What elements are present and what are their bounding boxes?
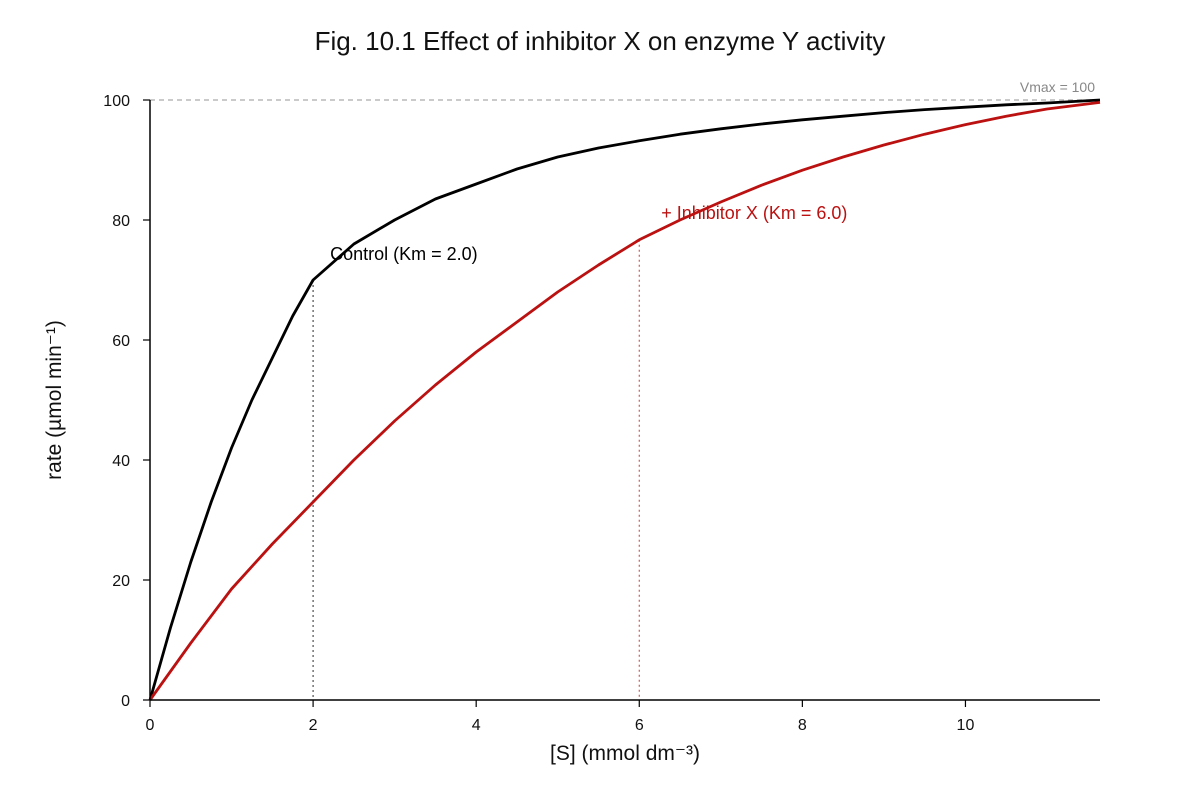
series-line [148,101,1101,701]
y-tick-label: 20 [112,573,130,590]
x-tick-label: 4 [472,717,481,734]
series-label: Control (Km = 2.0) [330,244,478,264]
y-tick-label: 80 [112,213,130,230]
series-label: + Inhibitor X (Km = 6.0) [661,203,847,223]
x-axis-label: [S] (mmol dm⁻³) [550,742,700,765]
y-tick-label: 100 [103,93,130,110]
series-labels: Control (Km = 2.0) + Inhibitor X (Km = 6.… [330,203,847,264]
y-tick-label: 40 [112,453,130,470]
vmax-label: Vmax = 100 [1020,79,1095,95]
x-tick-label: 8 [798,717,807,734]
series-layer [148,98,1101,701]
y-axis-ticks: 0 20 40 60 80 100 [103,93,150,710]
y-tick-label: 60 [112,333,130,350]
x-tick-label: 2 [309,717,318,734]
x-tick-label: 6 [635,717,644,734]
chart-title: Fig. 10.1 Effect of inhibitor X on enzym… [315,26,886,56]
series-line [148,98,1101,701]
x-tick-label: 10 [957,717,975,734]
y-axis-label: rate (µmol min⁻¹) [43,320,66,480]
reference-lines [150,99,1100,700]
x-tick-label: 0 [146,717,155,734]
x-axis-ticks: 0 2 4 6 8 10 [146,700,975,734]
y-tick-label: 0 [121,693,130,710]
